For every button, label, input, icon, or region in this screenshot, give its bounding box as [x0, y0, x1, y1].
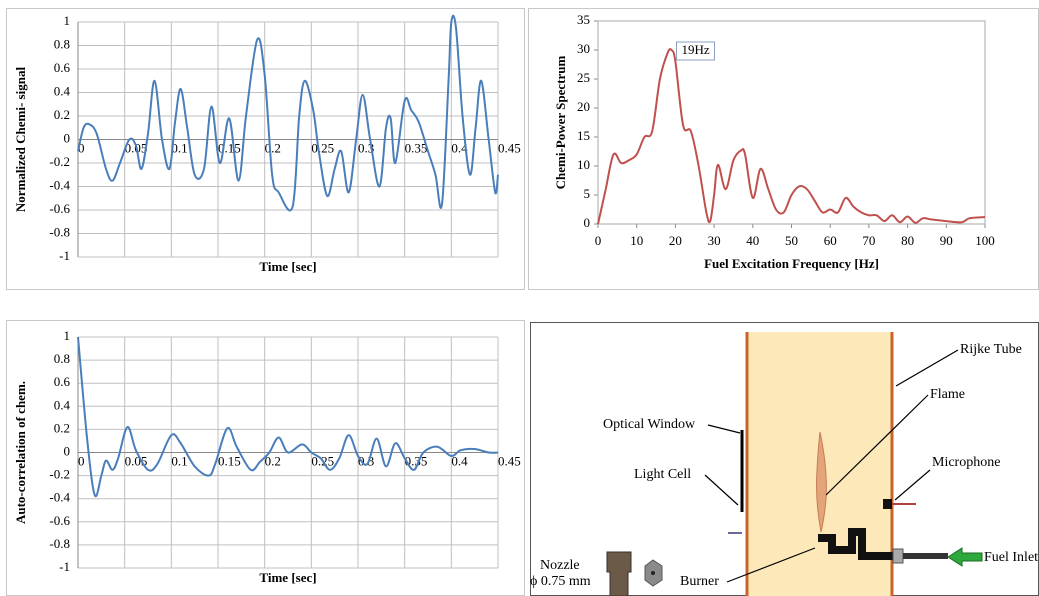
label: ϕ 0.75 mm [530, 574, 591, 589]
y-tick-label: -0.8 [49, 536, 70, 551]
microphone [883, 499, 892, 509]
data-line [597, 48, 986, 225]
x-tick-label: 0.4 [451, 140, 468, 155]
annotation: 19Hz [681, 42, 709, 57]
x-tick-label: 0.25 [311, 140, 334, 155]
data-line [77, 14, 499, 212]
nozzle-image [606, 551, 632, 596]
y-tick-label: -0.6 [49, 201, 70, 216]
x-tick-label: 20 [669, 233, 682, 248]
y-tick-label: 0.6 [54, 374, 71, 389]
y-tick-label: 1 [64, 328, 71, 343]
x-tick-label: 0.15 [218, 453, 241, 468]
x-tick-label: 60 [824, 233, 837, 248]
x-tick-label: 0.1 [171, 453, 187, 468]
x-tick-label: 0.15 [218, 140, 241, 155]
y-tick-label: -0.4 [49, 177, 70, 192]
y-tick-label: 35 [577, 12, 590, 27]
y-tick-label: -0.2 [49, 154, 70, 169]
x-tick-label: 0.4 [451, 453, 468, 468]
y-tick-label: 5 [584, 186, 591, 201]
label: Flame [930, 387, 965, 402]
y-tick-label: 20 [577, 99, 590, 114]
flame [816, 431, 827, 533]
label: Microphone [932, 455, 1000, 470]
y-tick-label: 0.2 [54, 107, 70, 122]
fuel-arrow [947, 547, 983, 567]
x-tick-label: 0.45 [498, 453, 521, 468]
y-tick-label: -1 [59, 559, 70, 574]
x-axis-label: Time [sec] [259, 570, 316, 585]
x-axis-label: Time [sec] [259, 259, 316, 274]
label: Burner [680, 574, 719, 589]
x-tick-label: 90 [940, 233, 953, 248]
y-tick-label: 15 [577, 128, 590, 143]
x-tick-label: 0.2 [265, 140, 281, 155]
y-tick-label: 0.8 [54, 36, 70, 51]
y-tick-label: -1 [59, 248, 70, 263]
label: Fuel Inlet [984, 550, 1038, 565]
x-tick-label: 0.1 [171, 140, 187, 155]
y-tick-label: 30 [577, 41, 590, 56]
y-tick-label: 0.8 [54, 351, 70, 366]
x-tick-label: 70 [862, 233, 875, 248]
fitting [892, 548, 904, 564]
y-tick-label: 10 [577, 157, 590, 172]
label: Nozzle [540, 558, 580, 573]
y-tick-label: 0 [64, 130, 71, 145]
y-tick-label: -0.2 [49, 467, 70, 482]
x-tick-label: 0.2 [265, 453, 281, 468]
x-tick-label: 0 [595, 233, 602, 248]
leaders [704, 349, 959, 583]
y-axis-label: Chemi-Power Spectrum [553, 55, 568, 189]
x-tick-label: 40 [746, 233, 759, 248]
data-line [77, 336, 499, 498]
x-tick-label: 80 [901, 233, 914, 248]
label: Optical Window [603, 417, 696, 432]
x-axis-label: Fuel Excitation Frequency [Hz] [704, 256, 879, 271]
panel [6, 8, 525, 290]
y-axis-label: Auto-correlation of chem. [13, 381, 28, 524]
nozzle-hole [651, 571, 655, 575]
x-tick-label: 0 [78, 140, 85, 155]
label: Rijke Tube [960, 342, 1022, 357]
x-tick-label: 0.35 [405, 140, 428, 155]
x-tick-label: 0.35 [405, 453, 428, 468]
x-tick-label: 100 [975, 233, 995, 248]
annotation-box [676, 41, 716, 61]
diagram: Rijke Tube Flame Optical Window Micropho… [530, 322, 1039, 596]
plot-frame [597, 20, 986, 225]
y-axis-label: Normalized Chemi- signal [13, 67, 28, 213]
y-tick-label: 25 [577, 70, 590, 85]
y-tick-label: 1 [64, 13, 71, 28]
x-tick-label: 30 [708, 233, 721, 248]
label: Light Cell [634, 467, 691, 482]
x-tick-label: 10 [630, 233, 643, 248]
y-tick-label: -0.8 [49, 224, 70, 239]
y-tick-label: 0.4 [54, 83, 71, 98]
y-tick-label: -0.4 [49, 490, 70, 505]
panel [528, 8, 1039, 290]
y-tick-label: 0 [64, 443, 71, 458]
y-tick-label: -0.6 [49, 513, 70, 528]
y-tick-label: 0.2 [54, 420, 70, 435]
x-tick-label: 0.45 [498, 140, 521, 155]
y-tick-label: 0 [584, 215, 591, 230]
y-tick-label: 0.4 [54, 397, 71, 412]
burner [818, 528, 900, 560]
y-tick-label: 0.6 [54, 60, 71, 75]
x-tick-label: 50 [785, 233, 798, 248]
x-tick-label: 0.05 [125, 453, 148, 468]
x-tick-label: 0 [78, 453, 85, 468]
